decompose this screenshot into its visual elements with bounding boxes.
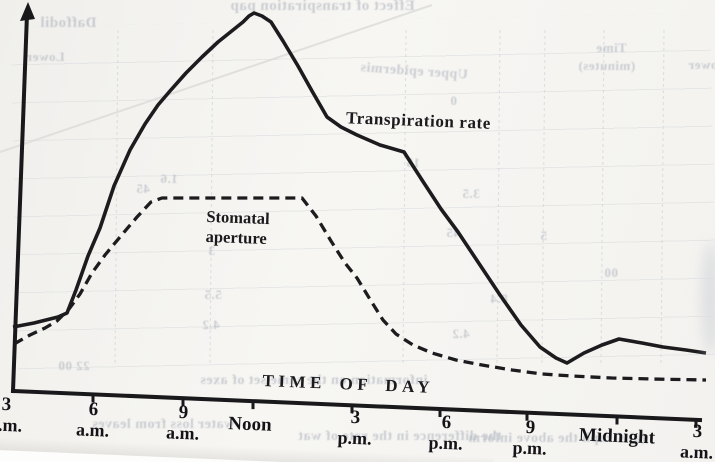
y-axis	[10, 11, 30, 394]
stomatal-aperture-curve	[13, 196, 707, 382]
tick-unit: a.m.	[679, 441, 714, 462]
y-axis-arrow-icon	[20, 2, 35, 21]
stomatal-aperture-label: Stomatal aperture	[205, 207, 270, 249]
tick-unit: a.m.	[75, 419, 110, 441]
x-axis	[10, 388, 703, 423]
bleedthrough-column-line	[114, 29, 119, 367]
bleedthrough-column-line	[660, 29, 665, 367]
paper-crease	[0, 4, 433, 153]
tick-value: 3	[1, 393, 12, 416]
stomatal-label-line1: Stomatal	[206, 206, 270, 229]
x-tick-label-3am: 3 a.m.	[0, 393, 23, 436]
stomatal-label-line2: aperture	[205, 226, 268, 249]
x-tick-label-noon: Noon	[228, 413, 272, 436]
tick-value: 6	[88, 398, 99, 421]
scan-smudge	[701, 242, 715, 354]
x-tick-label-midnight: Midnight	[579, 425, 656, 449]
x-tick-label-3pm: 3 p.m.	[337, 406, 373, 449]
tick-unit: p.m.	[512, 437, 547, 459]
tick-value: 9	[178, 401, 189, 424]
x-tick-label-6am: 6 a.m.	[76, 398, 111, 441]
x-tick-label-9pm: 9 p.m.	[512, 416, 548, 459]
x-tick-label-6pm: 6 p.m.	[428, 411, 464, 454]
tick-value: Midnight	[578, 424, 656, 449]
transpiration-rate-curve	[12, 11, 707, 365]
tick-unit: p.m.	[428, 432, 463, 454]
tick-unit: p.m.	[337, 427, 372, 449]
tick-unit: a.m.	[0, 414, 23, 436]
tick-unit: a.m.	[165, 422, 200, 444]
tick-value: 6	[441, 411, 452, 434]
tick-value: 3	[350, 406, 361, 429]
bleedthrough-column-line	[496, 29, 501, 367]
tick-value: 3	[692, 420, 703, 443]
bleedthrough-column-line	[541, 29, 546, 367]
x-axis-ticks	[91, 393, 698, 428]
x-tick-label-3am: 3 a.m.	[680, 420, 715, 462]
tick-value: 9	[525, 416, 536, 439]
tick-value: Noon	[227, 413, 273, 436]
bleedthrough-column-line	[600, 29, 605, 367]
bleedthrough-column-line	[402, 29, 407, 367]
x-tick-label-9am: 9 a.m.	[166, 401, 201, 444]
